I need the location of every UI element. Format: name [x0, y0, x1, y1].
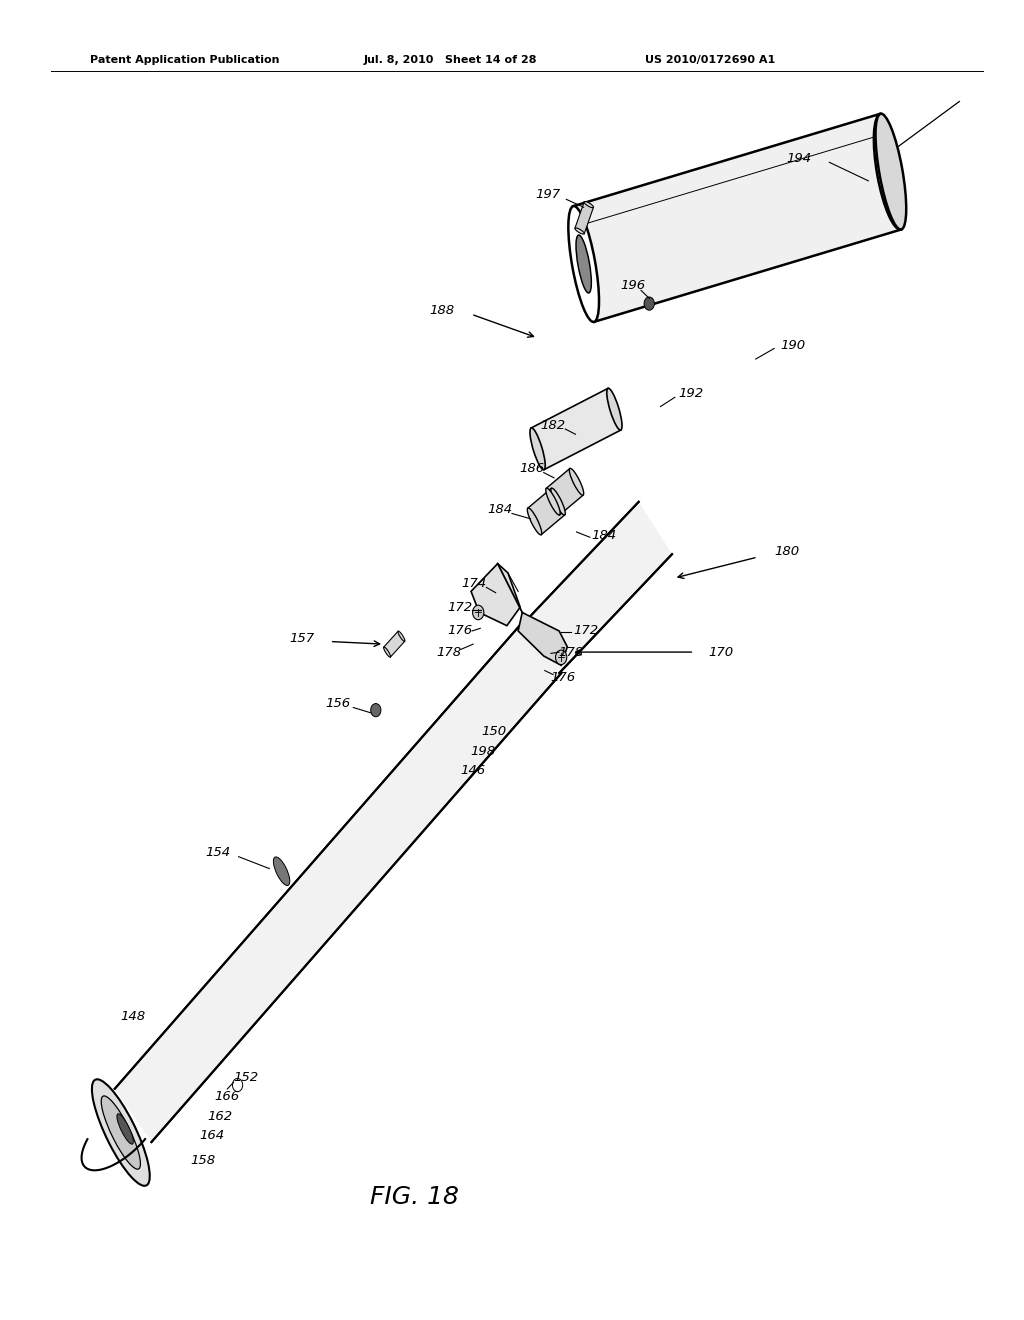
- Ellipse shape: [568, 206, 599, 322]
- Ellipse shape: [577, 235, 591, 293]
- Ellipse shape: [569, 469, 584, 495]
- Text: 146: 146: [461, 764, 485, 777]
- Text: US 2010/0172690 A1: US 2010/0172690 A1: [645, 55, 775, 66]
- Text: Jul. 8, 2010   Sheet 14 of 28: Jul. 8, 2010 Sheet 14 of 28: [364, 55, 537, 66]
- Text: 197: 197: [536, 187, 560, 201]
- Text: 198: 198: [471, 744, 496, 758]
- Ellipse shape: [876, 114, 906, 230]
- Ellipse shape: [551, 488, 565, 515]
- Polygon shape: [526, 502, 672, 673]
- Text: 178: 178: [436, 645, 461, 659]
- Text: 184: 184: [592, 529, 616, 543]
- Text: 152: 152: [233, 1071, 258, 1084]
- Polygon shape: [471, 564, 520, 626]
- Text: 148: 148: [121, 1010, 145, 1023]
- Text: 196: 196: [621, 279, 645, 292]
- Ellipse shape: [473, 605, 484, 619]
- Text: 166: 166: [215, 1090, 240, 1104]
- Text: 154: 154: [206, 846, 230, 859]
- Ellipse shape: [273, 857, 290, 886]
- Text: 176: 176: [447, 624, 472, 638]
- Text: Patent Application Publication: Patent Application Publication: [90, 55, 280, 66]
- Text: FIG. 18: FIG. 18: [371, 1185, 459, 1209]
- Ellipse shape: [232, 1078, 243, 1092]
- Polygon shape: [518, 612, 567, 665]
- Ellipse shape: [584, 202, 594, 207]
- Text: 186: 186: [519, 462, 544, 475]
- Ellipse shape: [117, 1114, 133, 1144]
- Polygon shape: [384, 631, 404, 657]
- Polygon shape: [115, 620, 561, 1142]
- Ellipse shape: [92, 1080, 150, 1185]
- Ellipse shape: [527, 508, 542, 535]
- Text: 172: 172: [573, 624, 598, 638]
- Text: 157: 157: [290, 632, 314, 645]
- Text: 158: 158: [190, 1154, 215, 1167]
- Ellipse shape: [398, 631, 404, 642]
- Polygon shape: [574, 202, 594, 234]
- Text: 178: 178: [559, 645, 584, 659]
- Polygon shape: [546, 469, 584, 515]
- Ellipse shape: [101, 1096, 140, 1170]
- Ellipse shape: [644, 297, 654, 310]
- Ellipse shape: [546, 488, 560, 515]
- Ellipse shape: [574, 228, 585, 234]
- Ellipse shape: [555, 651, 567, 665]
- Polygon shape: [527, 488, 565, 535]
- Text: 180: 180: [774, 545, 799, 558]
- Text: 188: 188: [430, 304, 455, 317]
- Text: 192: 192: [679, 387, 703, 400]
- Text: 194: 194: [786, 152, 811, 165]
- Text: 182: 182: [541, 418, 565, 432]
- Text: 164: 164: [200, 1129, 224, 1142]
- Text: 150: 150: [481, 725, 506, 738]
- Text: 184: 184: [487, 503, 512, 516]
- Polygon shape: [531, 388, 621, 470]
- Text: 190: 190: [780, 339, 805, 352]
- Ellipse shape: [371, 704, 381, 717]
- Text: 162: 162: [208, 1110, 232, 1123]
- Text: 170: 170: [709, 645, 733, 659]
- Ellipse shape: [384, 647, 390, 657]
- Text: 174: 174: [462, 577, 486, 590]
- Text: 156: 156: [326, 697, 350, 710]
- Polygon shape: [573, 114, 901, 322]
- Text: 176: 176: [551, 671, 575, 684]
- Text: 172: 172: [447, 601, 472, 614]
- Ellipse shape: [530, 428, 545, 470]
- Ellipse shape: [607, 388, 622, 430]
